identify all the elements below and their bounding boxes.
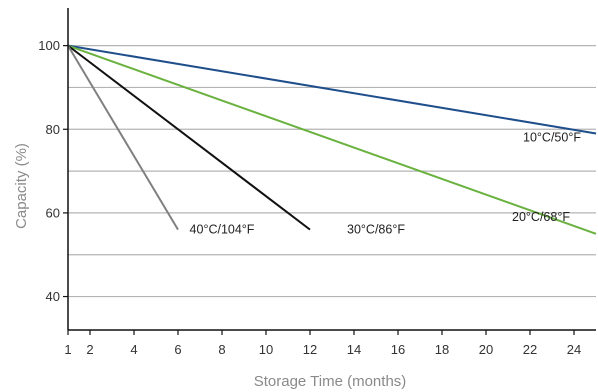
series-label-2: 30°C/86°F (347, 223, 405, 237)
x-axis-title: Storage Time (months) (254, 373, 407, 390)
x-tick-label-1: 1 (64, 342, 71, 357)
gridlines (68, 45, 596, 298)
y-tick-label-40: 40 (46, 289, 60, 304)
x-tick-label-6: 6 (174, 342, 181, 357)
x-tick-label-12: 12 (303, 342, 317, 357)
x-axis-ticks: 1 2 4 6 8 10 12 14 16 18 20 22 24 (64, 330, 581, 357)
series-labels: 10°C/50°F 20°C/68°F 30°C/86°F 40°C/104°F (190, 131, 582, 237)
x-tick-label-4: 4 (130, 342, 137, 357)
series-lines (67, 44, 597, 235)
series-label-1: 20°C/68°F (512, 210, 570, 224)
series-label-0: 10°C/50°F (523, 131, 581, 145)
series-line-1 (67, 44, 597, 235)
y-tick-label-100: 100 (38, 38, 60, 53)
x-tick-label-24: 24 (567, 342, 581, 357)
x-tick-label-14: 14 (347, 342, 361, 357)
x-tick-label-16: 16 (391, 342, 405, 357)
y-tick-label-60: 60 (46, 205, 60, 220)
y-axis-title: Capacity (%) (13, 143, 30, 229)
x-tick-label-10: 10 (259, 342, 273, 357)
y-axis-ticks: 40 60 80 100 (38, 38, 68, 304)
x-tick-label-18: 18 (435, 342, 449, 357)
series-line-2 (67, 44, 311, 231)
axes (67, 8, 596, 331)
y-tick-label-80: 80 (46, 122, 60, 137)
x-tick-label-20: 20 (479, 342, 493, 357)
series-line-0 (67, 44, 597, 135)
x-tick-label-8: 8 (218, 342, 225, 357)
x-tick-label-22: 22 (523, 342, 537, 357)
series-line-3 (67, 45, 179, 231)
series-label-3: 40°C/104°F (190, 223, 255, 237)
x-tick-label-2: 2 (86, 342, 93, 357)
